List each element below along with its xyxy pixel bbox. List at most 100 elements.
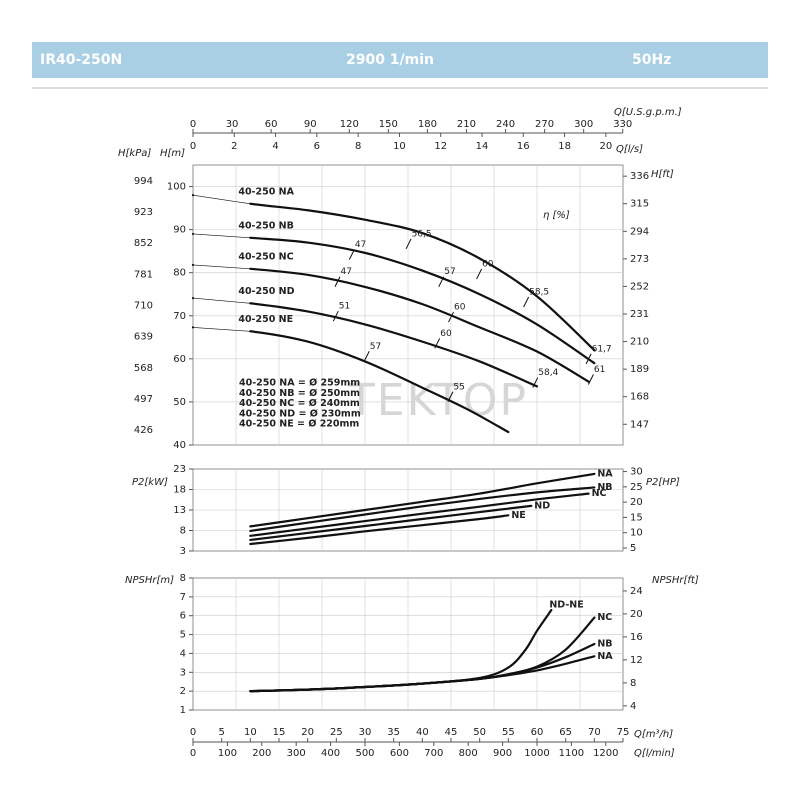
x-tick-label: 20: [301, 727, 314, 738]
x-tick-label: 210: [457, 119, 476, 130]
diameter-note: 40-250 NA = Ø 259mm: [239, 378, 360, 389]
efficiency-label: 51: [339, 302, 350, 312]
x-tick-label: 0: [190, 748, 196, 759]
series-label: 40-250 NC: [238, 251, 293, 262]
series-label: NB: [597, 482, 612, 493]
x-tick-label: 150: [379, 119, 398, 130]
x-tick-label: 12: [434, 141, 447, 152]
x-tick-label: 35: [387, 727, 400, 738]
efficiency-label: 57: [444, 267, 455, 277]
y2-tick-label: 710: [134, 301, 153, 312]
x-tick-label: 5: [218, 727, 224, 738]
series-label: NA: [597, 468, 613, 479]
x-tick-label: 1200: [593, 748, 618, 759]
x-tick-label: 10: [393, 141, 406, 152]
x-tick-label: 4: [272, 141, 278, 152]
y-axis-label: H[m]: [160, 148, 185, 159]
curve-extension: [192, 327, 251, 332]
x-tick-label: 2: [231, 141, 237, 152]
x-tick-label: 180: [418, 119, 437, 130]
efficiency-mark: [334, 276, 341, 287]
x-tick-label: 120: [340, 119, 359, 130]
x-tick-label: 75: [617, 727, 630, 738]
y2-tick-label: 25: [630, 482, 643, 493]
y3-tick-label: 168: [630, 392, 649, 403]
x-tick-label: 90: [304, 119, 317, 130]
y3-tick-label: 315: [630, 199, 649, 210]
y3-tick-label: 147: [630, 419, 649, 430]
curve: [191, 232, 596, 365]
x-tick-label: 70: [588, 727, 601, 738]
series-label: NB: [597, 639, 612, 650]
y-tick-label: 70: [173, 311, 186, 322]
series-label: NE: [511, 510, 525, 521]
x-tick-label: 400: [321, 748, 340, 759]
curve: [249, 472, 596, 528]
curve: [249, 608, 553, 693]
y3-tick-label: 231: [630, 309, 649, 320]
curve: [249, 655, 596, 693]
y2-tick-label: 8: [630, 678, 636, 689]
y-tick-label: 3: [180, 546, 186, 557]
y-tick-label: 50: [173, 397, 186, 408]
x-tick-label: 600: [390, 748, 409, 759]
y3-tick-label: 273: [630, 254, 649, 265]
diameter-note: 40-250 NC = Ø 240mm: [239, 398, 360, 409]
efficiency-mark: [476, 268, 483, 280]
y2-tick-label: 5: [630, 543, 636, 554]
x-tick-label: 14: [476, 141, 489, 152]
x-tick-label: 0: [190, 119, 196, 130]
y2-tick-label: 20: [630, 497, 643, 508]
y2-tick-label: 20: [630, 609, 643, 620]
x-tick-label: 100: [218, 748, 237, 759]
x-tick-label: 45: [445, 727, 458, 738]
x-tick-label: 330: [613, 119, 632, 130]
x-tick-label: 900: [493, 748, 512, 759]
curve: [191, 194, 596, 352]
y2-tick-label: 24: [630, 586, 643, 597]
efficiency-mark: [405, 238, 412, 250]
series-label: NA: [597, 651, 613, 662]
y3-tick-label: 210: [630, 337, 649, 348]
y2-tick-label: 781: [134, 269, 153, 280]
efficiency-mark: [523, 296, 530, 308]
curve: [249, 492, 590, 537]
x-tick-label: 1100: [559, 748, 584, 759]
y2-tick-label: 923: [134, 207, 153, 218]
y2-tick-label: 639: [134, 332, 153, 343]
y2-tick-label: 10: [630, 528, 643, 539]
y3-tick-label: 189: [630, 364, 649, 375]
curve: [191, 326, 510, 434]
watermark: TEKTOP: [347, 375, 528, 426]
curve-extension: [192, 233, 251, 239]
series-label: NC: [592, 488, 607, 499]
y-tick-label: 100: [167, 182, 186, 193]
y-tick-label: 60: [173, 354, 186, 365]
x-axis-label: Q[U.S.g.p.m.]: [614, 107, 682, 118]
y3-axis-label: H[ft]: [651, 169, 674, 180]
x-axis-label: Q[l/min]: [634, 748, 675, 759]
series-label: 40-250 ND: [238, 286, 294, 297]
y-tick-label: 90: [173, 225, 186, 236]
efficiency-label: 61: [594, 365, 605, 375]
efficiency-mark: [348, 249, 355, 260]
y2-tick-label: 497: [134, 394, 153, 405]
y2-tick-label: 4: [630, 701, 636, 712]
y2-tick-label: 15: [630, 512, 643, 523]
x-tick-label: 15: [273, 727, 286, 738]
curve: [191, 297, 539, 388]
y3-tick-label: 252: [630, 281, 649, 292]
curve-extension: [192, 297, 251, 304]
efficiency-mark: [438, 276, 445, 287]
y-tick-label: 13: [173, 505, 186, 516]
x-tick-label: 500: [355, 748, 374, 759]
x-tick-label: 300: [574, 119, 593, 130]
x-tick-label: 300: [287, 748, 306, 759]
efficiency-mark: [363, 351, 370, 362]
y-tick-label: 2: [180, 686, 186, 697]
x-tick-label: 50: [473, 727, 486, 738]
efficiency-axis-label: η [%]: [543, 210, 570, 221]
x-tick-label: 0: [190, 727, 196, 738]
y-axis-label: NPSHr[m]: [125, 575, 174, 586]
